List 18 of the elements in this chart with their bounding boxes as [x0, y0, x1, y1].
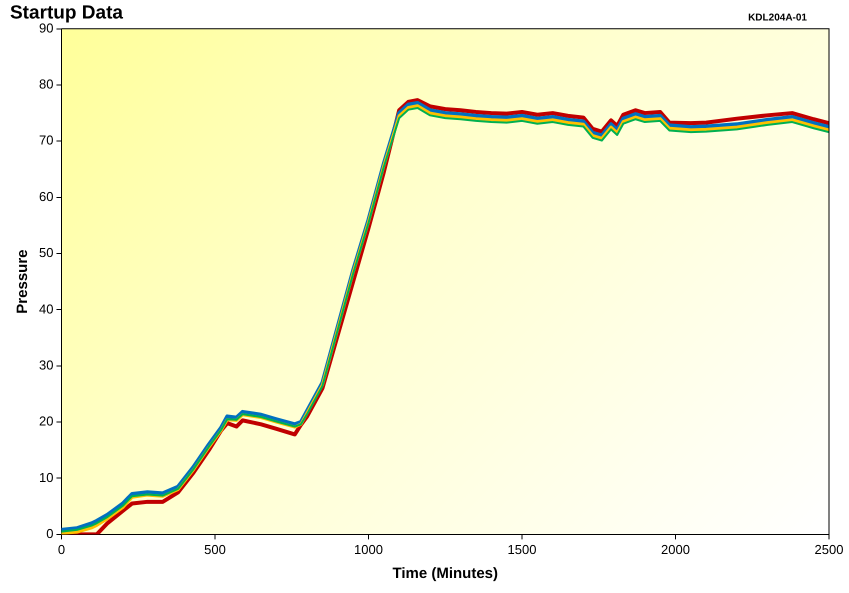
- x-tick-label: 500: [204, 542, 226, 557]
- y-tick-label: 20: [38, 414, 54, 429]
- y-axis-title: Pressure: [14, 249, 32, 314]
- x-tick-label: 0: [58, 542, 66, 557]
- y-tick-label: 40: [38, 301, 54, 316]
- text: KDL204A-01: [748, 12, 808, 24]
- x-tick-label: 2500: [814, 542, 844, 557]
- y-tick-label: 70: [38, 132, 54, 148]
- x-tick-label: 1500: [508, 542, 536, 557]
- x-tick-label: 2000: [661, 542, 690, 557]
- y-tick-label: 60: [38, 188, 54, 204]
- y-tick-label: 30: [38, 357, 54, 372]
- y-tick-label: 50: [38, 245, 54, 260]
- y-tick-label: 10: [38, 470, 54, 485]
- x-axis-title: Time (Minutes): [392, 565, 498, 582]
- y-tick-label: 0: [46, 526, 54, 541]
- x-tick-label: 1000: [354, 542, 383, 557]
- y-tick-label: 80: [38, 76, 54, 92]
